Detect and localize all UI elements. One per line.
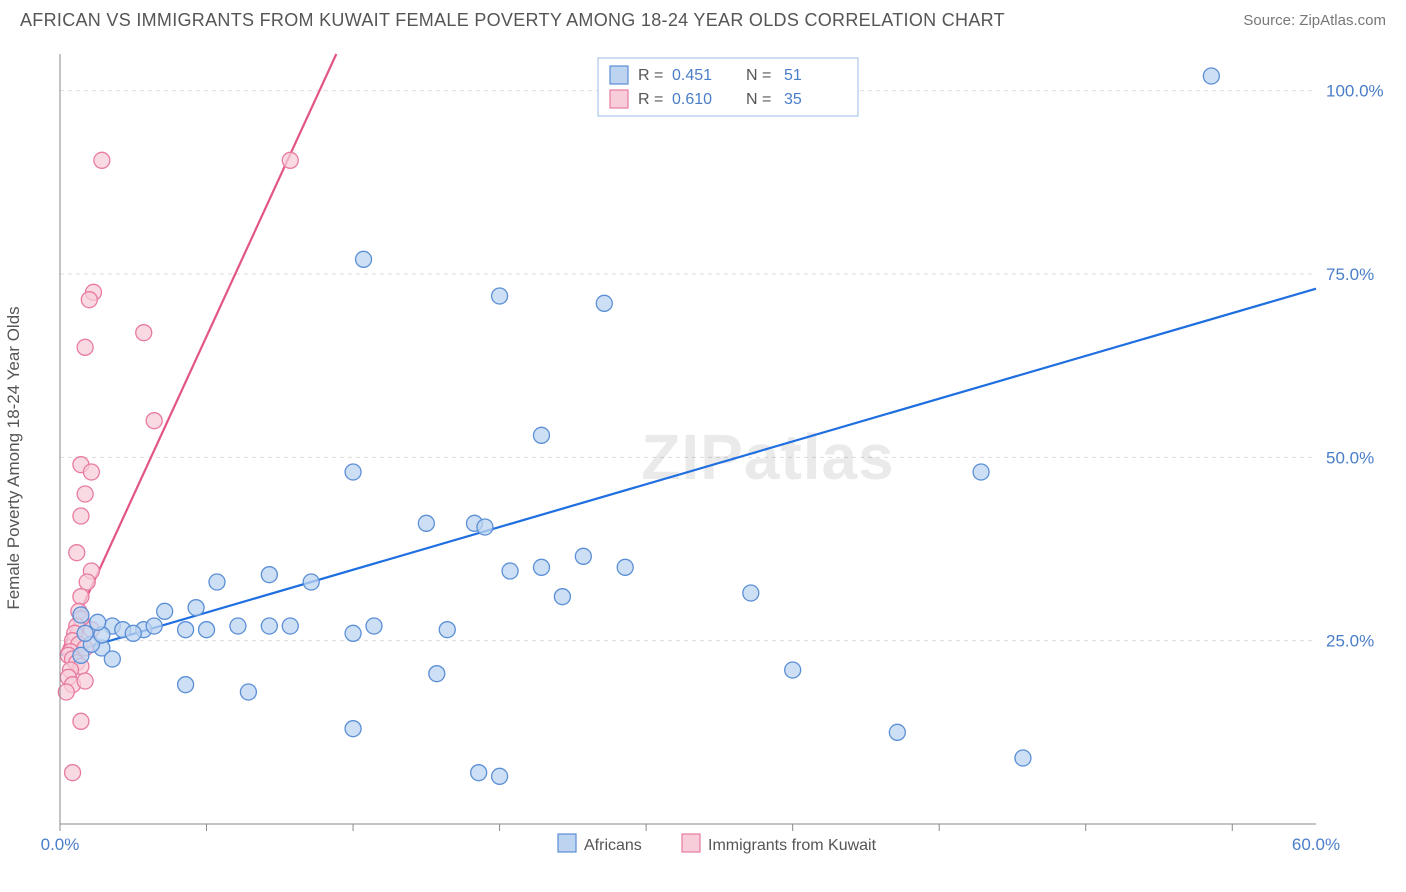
legend-n-value: 51 — [784, 67, 802, 84]
africans-point — [596, 295, 612, 311]
africans-point — [125, 625, 141, 641]
kuwait-point — [79, 574, 95, 590]
chart-header: AFRICAN VS IMMIGRANTS FROM KUWAIT FEMALE… — [0, 0, 1406, 37]
legend-swatch — [558, 834, 576, 852]
legend-r-label: R = — [638, 91, 663, 108]
africans-point — [889, 724, 905, 740]
legend-r-value: 0.451 — [672, 67, 712, 84]
kuwait-point — [83, 464, 99, 480]
africans-point — [157, 603, 173, 619]
legend-r-value: 0.610 — [672, 91, 712, 108]
kuwait-point — [58, 684, 74, 700]
africans-point — [303, 574, 319, 590]
kuwait-trend-line — [60, 54, 336, 655]
kuwait-point — [65, 765, 81, 781]
africans-point — [230, 618, 246, 634]
scatter-chart: ZIPatlas 0.0% 60.0% 25.0% 50.0% 75.0% 100.0% R … — [20, 44, 1386, 872]
x-tick-label: 0.0% — [41, 835, 80, 854]
africans-point — [533, 427, 549, 443]
africans-point — [471, 765, 487, 781]
y-tick-label: 100.0% — [1326, 82, 1384, 101]
legend-n-label: N = — [746, 91, 771, 108]
x-tick-label: 60.0% — [1292, 835, 1340, 854]
kuwait-point — [136, 325, 152, 341]
africans-point — [439, 622, 455, 638]
y-tick-label: 50.0% — [1326, 448, 1374, 467]
kuwait-point — [77, 486, 93, 502]
kuwait-point — [282, 152, 298, 168]
kuwait-point — [73, 713, 89, 729]
y-tick-label: 75.0% — [1326, 265, 1374, 284]
y-tick-label: 25.0% — [1326, 632, 1374, 651]
legend-n-value: 35 — [784, 91, 802, 108]
africans-point — [178, 622, 194, 638]
stats-legend-box — [598, 58, 858, 116]
africans-point — [90, 614, 106, 630]
africans-point — [356, 251, 372, 267]
africans-point — [240, 684, 256, 700]
africans-point — [554, 589, 570, 605]
chart-area: Female Poverty Among 18-24 Year Olds ZIP… — [20, 44, 1386, 872]
africans-point — [261, 567, 277, 583]
kuwait-point — [73, 589, 89, 605]
kuwait-point — [94, 152, 110, 168]
legend-swatch — [610, 66, 628, 84]
source-name: ZipAtlas.com — [1299, 12, 1386, 29]
africans-point — [261, 618, 277, 634]
africans-point — [104, 651, 120, 667]
chart-title: AFRICAN VS IMMIGRANTS FROM KUWAIT FEMALE… — [20, 10, 1005, 31]
legend-swatch — [610, 90, 628, 108]
chart-source: Source: ZipAtlas.com — [1243, 12, 1386, 29]
kuwait-point — [81, 292, 97, 308]
africans-point — [366, 618, 382, 634]
africans-trend-line — [60, 289, 1316, 656]
africans-point — [477, 519, 493, 535]
y-axis-label: Female Poverty Among 18-24 Year Olds — [4, 306, 24, 609]
africans-point — [502, 563, 518, 579]
africans-point — [345, 721, 361, 737]
africans-point — [429, 666, 445, 682]
africans-point — [178, 677, 194, 693]
legend-swatch — [682, 834, 700, 852]
africans-point — [282, 618, 298, 634]
africans-point — [1015, 750, 1031, 766]
africans-point — [209, 574, 225, 590]
legend-series-label: Africans — [584, 837, 642, 854]
africans-point — [973, 464, 989, 480]
africans-point — [1203, 68, 1219, 84]
africans-point — [575, 548, 591, 564]
kuwait-point — [77, 673, 93, 689]
legend-r-label: R = — [638, 67, 663, 84]
africans-point — [146, 618, 162, 634]
africans-point — [345, 464, 361, 480]
africans-point — [492, 768, 508, 784]
africans-point — [617, 559, 633, 575]
africans-point — [418, 515, 434, 531]
africans-point — [492, 288, 508, 304]
africans-point — [533, 559, 549, 575]
legend-n-label: N = — [746, 67, 771, 84]
kuwait-point — [69, 545, 85, 561]
kuwait-point — [146, 413, 162, 429]
kuwait-point — [73, 508, 89, 524]
source-prefix: Source: — [1243, 12, 1299, 29]
africans-point — [73, 607, 89, 623]
kuwait-point — [77, 339, 93, 355]
africans-point — [345, 625, 361, 641]
africans-point — [785, 662, 801, 678]
legend-series-label: Immigrants from Kuwait — [708, 837, 877, 854]
watermark: ZIPatlas — [641, 421, 894, 493]
africans-point — [199, 622, 215, 638]
africans-point — [743, 585, 759, 601]
africans-point — [188, 600, 204, 616]
africans-point — [77, 625, 93, 641]
